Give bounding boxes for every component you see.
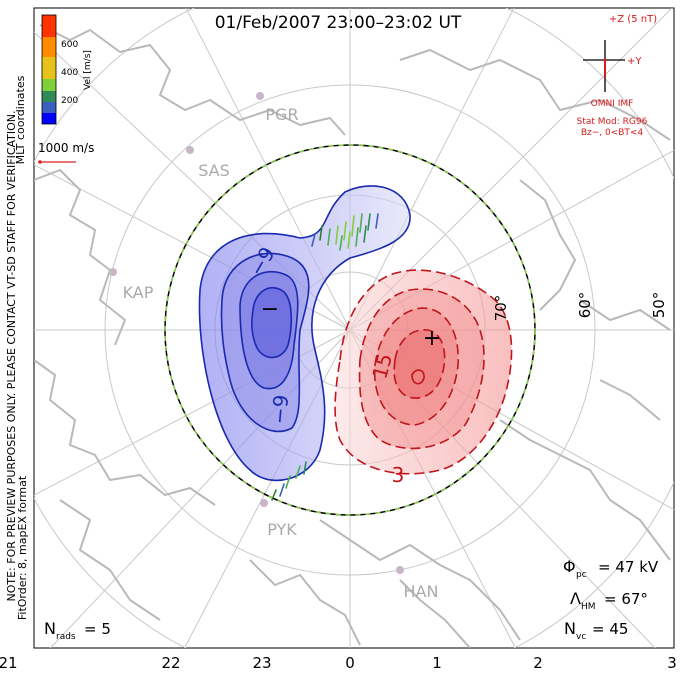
mlt-tick-22: 22 [161, 654, 180, 672]
vector-scale-label: 1000 m/s [38, 141, 94, 155]
velocity-vectors [271, 213, 379, 501]
mlt-tick-1: 1 [432, 654, 442, 672]
nvc-symbol: N [564, 619, 576, 638]
dawn-cell-inner [411, 369, 425, 385]
map-title: 01/Feb/2007 23:00–23:02 UT [215, 13, 462, 33]
mlt-axis: 21 22 23 0 1 2 3 [0, 654, 677, 672]
contour-label-pos-b: 3 [392, 463, 405, 487]
preview-note: NOTE: FOR PREVIEW PURPOSES ONLY. PLEASE … [5, 110, 18, 601]
lambda-hm-symbol: Λ [570, 589, 581, 608]
coords-label: MLT coordinates [14, 75, 27, 164]
vector-scale-arrow [38, 160, 76, 164]
imf-by-label: +Y [627, 56, 642, 67]
hmb-boundary-dash [164, 144, 536, 516]
coastlines [34, 24, 671, 648]
mlt-tick-21: 21 [0, 654, 18, 672]
nrads-value: = 5 [84, 620, 111, 638]
dawn-cell-core [393, 329, 446, 399]
nvc-value: = 45 [592, 620, 628, 638]
colorbar-tick-400: 400 [61, 68, 78, 78]
model-line-1: Stat Mod: RG96 [577, 117, 648, 127]
station-label-sas: SAS [198, 161, 230, 180]
nrads-sub: rads [56, 632, 76, 642]
station-label-pyk: PYK [267, 520, 297, 539]
mlt-tick-3: 3 [667, 654, 677, 672]
lat-label-70: 70° [492, 295, 510, 322]
fit-order-note: FitOrder: 8, mapEX format [16, 475, 29, 620]
station-label-han: HAN [404, 582, 439, 601]
station-markers [109, 92, 404, 574]
nvc-sub: vc [576, 632, 586, 642]
phi-pc-sub: pc [576, 570, 587, 580]
phi-pc-symbol: Φ [563, 557, 576, 576]
colorbar-label: Vel [m/s] [83, 50, 93, 90]
velocity-colorbar: 600 400 200 Vel [m/s] [41, 14, 93, 125]
lambda-hm-value: = 67° [604, 590, 648, 608]
colorbar-tick-600: 600 [61, 40, 78, 50]
phi-pc-value: = 47 kV [598, 558, 659, 576]
contour-label-neg-b: −9 [267, 394, 293, 425]
colorbar-tick-200: 200 [61, 96, 78, 106]
maximum-marker: + [423, 326, 441, 351]
stats-panel: Φ pc = 47 kV Λ HM = 67° N vc = 45 N rads… [44, 557, 659, 642]
lambda-hm-sub: HM [581, 602, 596, 612]
nrads-symbol: N [44, 619, 56, 638]
station-label-pgr: PGR [265, 105, 298, 124]
minimum-marker: − [261, 297, 279, 322]
mlt-tick-0: 0 [345, 654, 355, 672]
model-line-2: Bz−, 0<BT<4 [581, 128, 644, 138]
imf-source: OMNI IMF [591, 99, 634, 109]
dusk-cell-core [251, 286, 293, 359]
station-label-kap: KAP [123, 283, 154, 302]
lat-label-60: 60° [576, 292, 594, 319]
imf-bz-label: +Z (5 nT) [609, 14, 657, 25]
imf-dial [583, 40, 625, 92]
lat-label-50: 50° [650, 292, 668, 319]
mlt-tick-23: 23 [252, 654, 271, 672]
mlt-tick-2: 2 [533, 654, 543, 672]
